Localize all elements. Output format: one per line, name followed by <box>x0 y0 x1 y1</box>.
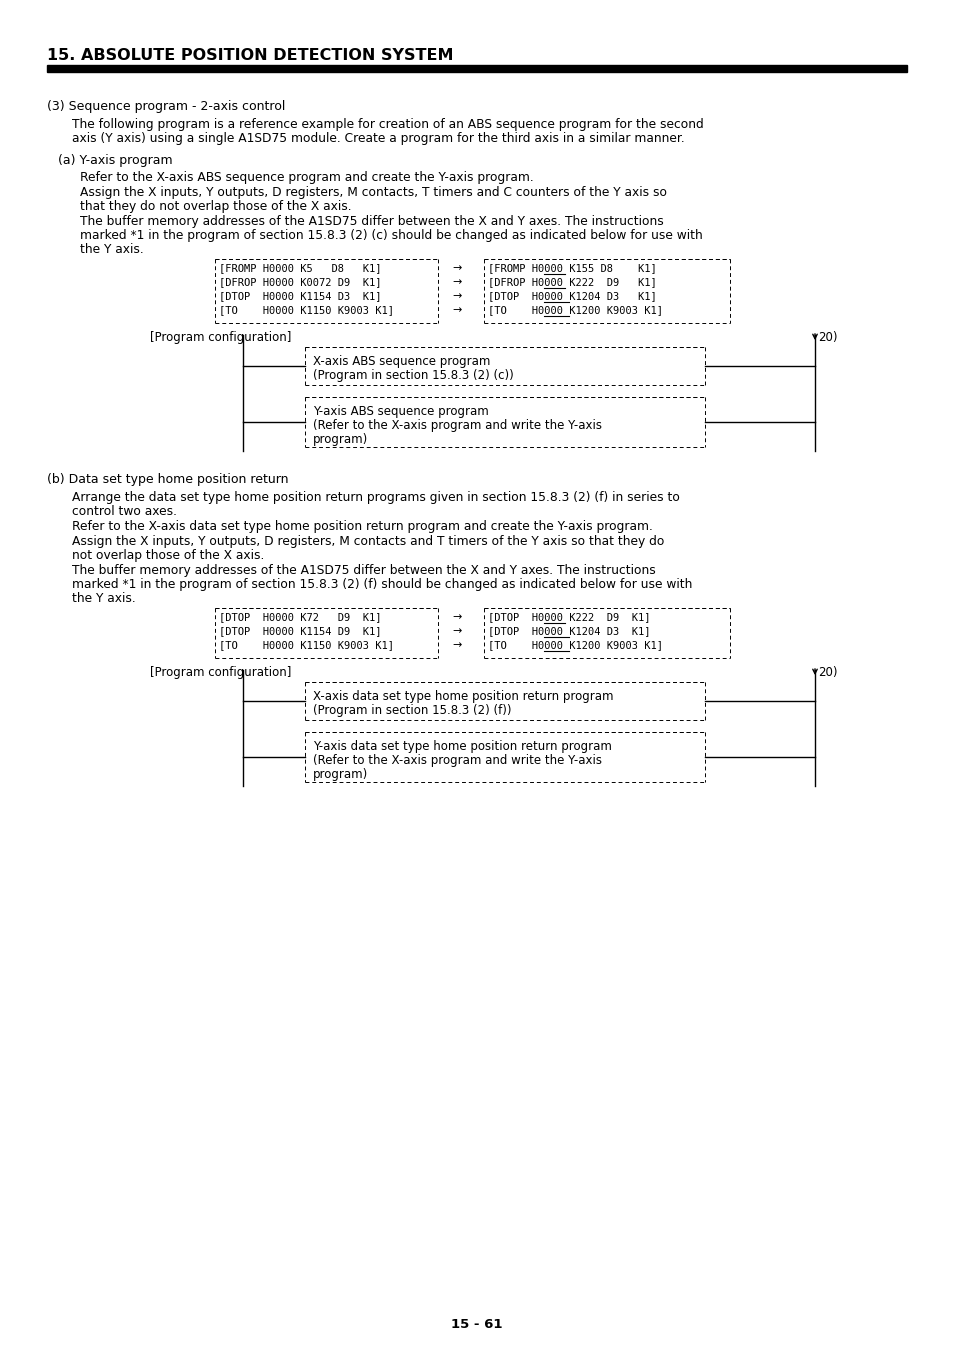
Text: (Refer to the X-axis program and write the Y-axis: (Refer to the X-axis program and write t… <box>313 418 601 432</box>
Text: (Refer to the X-axis program and write the Y-axis: (Refer to the X-axis program and write t… <box>313 755 601 767</box>
Text: Refer to the X-axis ABS sequence program and create the Y-axis program.: Refer to the X-axis ABS sequence program… <box>80 171 533 184</box>
Text: →: → <box>452 640 461 649</box>
Text: X-axis ABS sequence program: X-axis ABS sequence program <box>313 355 490 369</box>
Text: Refer to the X-axis data set type home position return program and create the Y-: Refer to the X-axis data set type home p… <box>71 520 652 533</box>
Text: →: → <box>452 263 461 273</box>
Text: The buffer memory addresses of the A1SD75 differ between the X and Y axes. The i: The buffer memory addresses of the A1SD7… <box>71 564 655 576</box>
Text: (Program in section 15.8.3 (2) (c)): (Program in section 15.8.3 (2) (c)) <box>313 369 514 382</box>
Text: marked *1 in the program of section 15.8.3 (2) (c) should be changed as indicate: marked *1 in the program of section 15.8… <box>80 230 702 242</box>
Text: (Program in section 15.8.3 (2) (f)): (Program in section 15.8.3 (2) (f)) <box>313 703 511 717</box>
Text: [DTOP  H0000 K1154 D9  K1]: [DTOP H0000 K1154 D9 K1] <box>219 626 381 636</box>
Text: the Y axis.: the Y axis. <box>80 243 144 256</box>
Text: axis (Y axis) using a single A1SD75 module. Create a program for the third axis : axis (Y axis) using a single A1SD75 modu… <box>71 132 684 144</box>
Text: →: → <box>452 612 461 622</box>
Text: Arrange the data set type home position return programs given in section 15.8.3 : Arrange the data set type home position … <box>71 491 679 504</box>
Text: 20): 20) <box>817 666 837 679</box>
Text: The buffer memory addresses of the A1SD75 differ between the X and Y axes. The i: The buffer memory addresses of the A1SD7… <box>80 215 663 228</box>
Text: [TO    H0000 K1150 K9003 K1]: [TO H0000 K1150 K9003 K1] <box>219 640 394 649</box>
Text: [TO    H0000 K1150 K9003 K1]: [TO H0000 K1150 K9003 K1] <box>219 305 394 315</box>
Text: [DTOP  H0000 K1204 D3  K1]: [DTOP H0000 K1204 D3 K1] <box>488 626 650 636</box>
Text: program): program) <box>313 433 368 446</box>
Text: The following program is a reference example for creation of an ABS sequence pro: The following program is a reference exa… <box>71 117 703 131</box>
Text: [DFROP H0000 K0072 D9  K1]: [DFROP H0000 K0072 D9 K1] <box>219 277 381 288</box>
Text: [Program configuration]: [Program configuration] <box>150 666 291 679</box>
Text: X-axis data set type home position return program: X-axis data set type home position retur… <box>313 690 613 703</box>
Bar <box>47 65 906 72</box>
Text: (3) Sequence program - 2-axis control: (3) Sequence program - 2-axis control <box>47 100 285 113</box>
Text: 15. ABSOLUTE POSITION DETECTION SYSTEM: 15. ABSOLUTE POSITION DETECTION SYSTEM <box>47 49 453 63</box>
Text: Y-axis data set type home position return program: Y-axis data set type home position retur… <box>313 740 611 753</box>
Text: 15 - 61: 15 - 61 <box>451 1318 502 1331</box>
Text: [DFROP H0000 K222  D9   K1]: [DFROP H0000 K222 D9 K1] <box>488 277 656 288</box>
Text: that they do not overlap those of the X axis.: that they do not overlap those of the X … <box>80 200 352 213</box>
Text: [FROMP H0000 K155 D8    K1]: [FROMP H0000 K155 D8 K1] <box>488 263 656 273</box>
Text: control two axes.: control two axes. <box>71 505 177 518</box>
Text: the Y axis.: the Y axis. <box>71 593 135 605</box>
Text: [TO    H0000 K1200 K9003 K1]: [TO H0000 K1200 K9003 K1] <box>488 305 662 315</box>
Text: →: → <box>452 292 461 301</box>
Text: →: → <box>452 277 461 288</box>
Text: [DTOP  H0000 K1204 D3   K1]: [DTOP H0000 K1204 D3 K1] <box>488 292 656 301</box>
Text: not overlap those of the X axis.: not overlap those of the X axis. <box>71 549 264 562</box>
Text: marked *1 in the program of section 15.8.3 (2) (f) should be changed as indicate: marked *1 in the program of section 15.8… <box>71 578 692 591</box>
Text: (b) Data set type home position return: (b) Data set type home position return <box>47 472 288 486</box>
Text: [DTOP  H0000 K1154 D3  K1]: [DTOP H0000 K1154 D3 K1] <box>219 292 381 301</box>
Text: Assign the X inputs, Y outputs, D registers, M contacts and T timers of the Y ax: Assign the X inputs, Y outputs, D regist… <box>71 535 663 548</box>
Text: →: → <box>452 305 461 315</box>
Text: [DTOP  H0000 K72   D9  K1]: [DTOP H0000 K72 D9 K1] <box>219 612 381 622</box>
Text: Y-axis ABS sequence program: Y-axis ABS sequence program <box>313 405 488 418</box>
Text: [DTOP  H0000 K222  D9  K1]: [DTOP H0000 K222 D9 K1] <box>488 612 650 622</box>
Text: [FROMP H0000 K5   D8   K1]: [FROMP H0000 K5 D8 K1] <box>219 263 381 273</box>
Text: [Program configuration]: [Program configuration] <box>150 331 291 344</box>
Text: (a) Y-axis program: (a) Y-axis program <box>58 154 172 167</box>
Text: Assign the X inputs, Y outputs, D registers, M contacts, T timers and C counters: Assign the X inputs, Y outputs, D regist… <box>80 186 666 198</box>
Text: [TO    H0000 K1200 K9003 K1]: [TO H0000 K1200 K9003 K1] <box>488 640 662 649</box>
Text: 20): 20) <box>817 331 837 344</box>
Text: →: → <box>452 626 461 636</box>
Text: program): program) <box>313 768 368 782</box>
